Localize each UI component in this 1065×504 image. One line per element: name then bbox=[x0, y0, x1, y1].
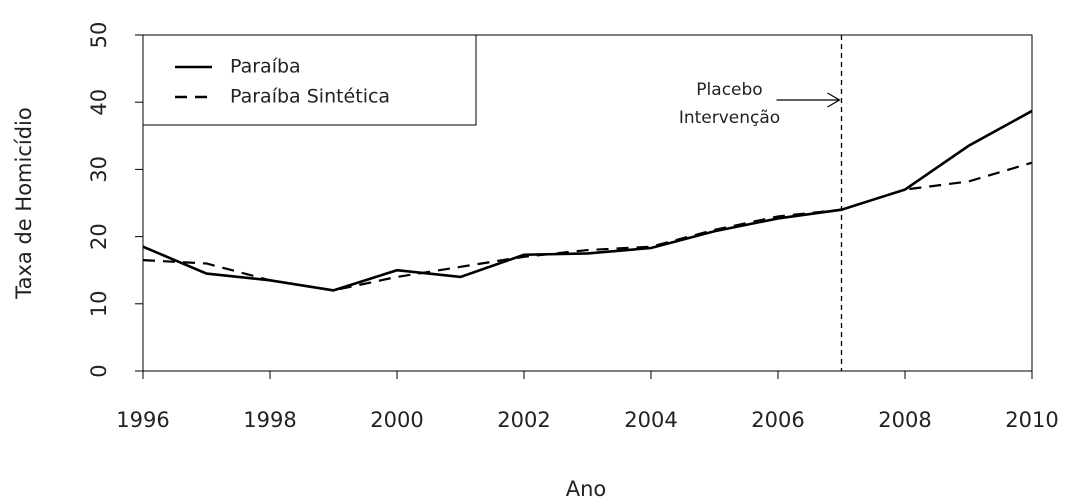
annotation: Intervenção bbox=[679, 108, 780, 128]
x-tick-label: 1996 bbox=[116, 408, 169, 432]
series-line bbox=[142, 109, 1033, 292]
x-axis-label: Ano bbox=[566, 477, 607, 501]
x-tick-label: 2000 bbox=[370, 408, 423, 432]
x-tick-label: 1998 bbox=[243, 408, 296, 432]
x-tick-label: 2010 bbox=[1005, 408, 1058, 432]
legend-label: Paraíba Sintética bbox=[230, 86, 390, 108]
plot-frame bbox=[142, 34, 1033, 372]
x-tick-label: 2004 bbox=[624, 408, 677, 432]
legend-label: Paraíba bbox=[230, 56, 301, 78]
series-line bbox=[142, 161, 1033, 292]
legend-box bbox=[142, 34, 477, 126]
x-tick-label: 2008 bbox=[878, 408, 931, 432]
y-tick-label: 0 bbox=[87, 364, 111, 377]
y-tick-label: 30 bbox=[87, 156, 111, 183]
y-tick-label: 10 bbox=[87, 290, 111, 317]
x-tick-label: 2002 bbox=[497, 408, 550, 432]
annotation-arrowhead bbox=[827, 92, 841, 108]
y-axis-label: Taxa de Homicídio bbox=[12, 107, 36, 299]
y-tick-label: 40 bbox=[87, 89, 111, 116]
y-tick-label: 50 bbox=[87, 22, 111, 49]
annotation: Placebo bbox=[696, 80, 762, 100]
x-tick-label: 2006 bbox=[751, 408, 804, 432]
y-tick-label: 20 bbox=[87, 223, 111, 250]
